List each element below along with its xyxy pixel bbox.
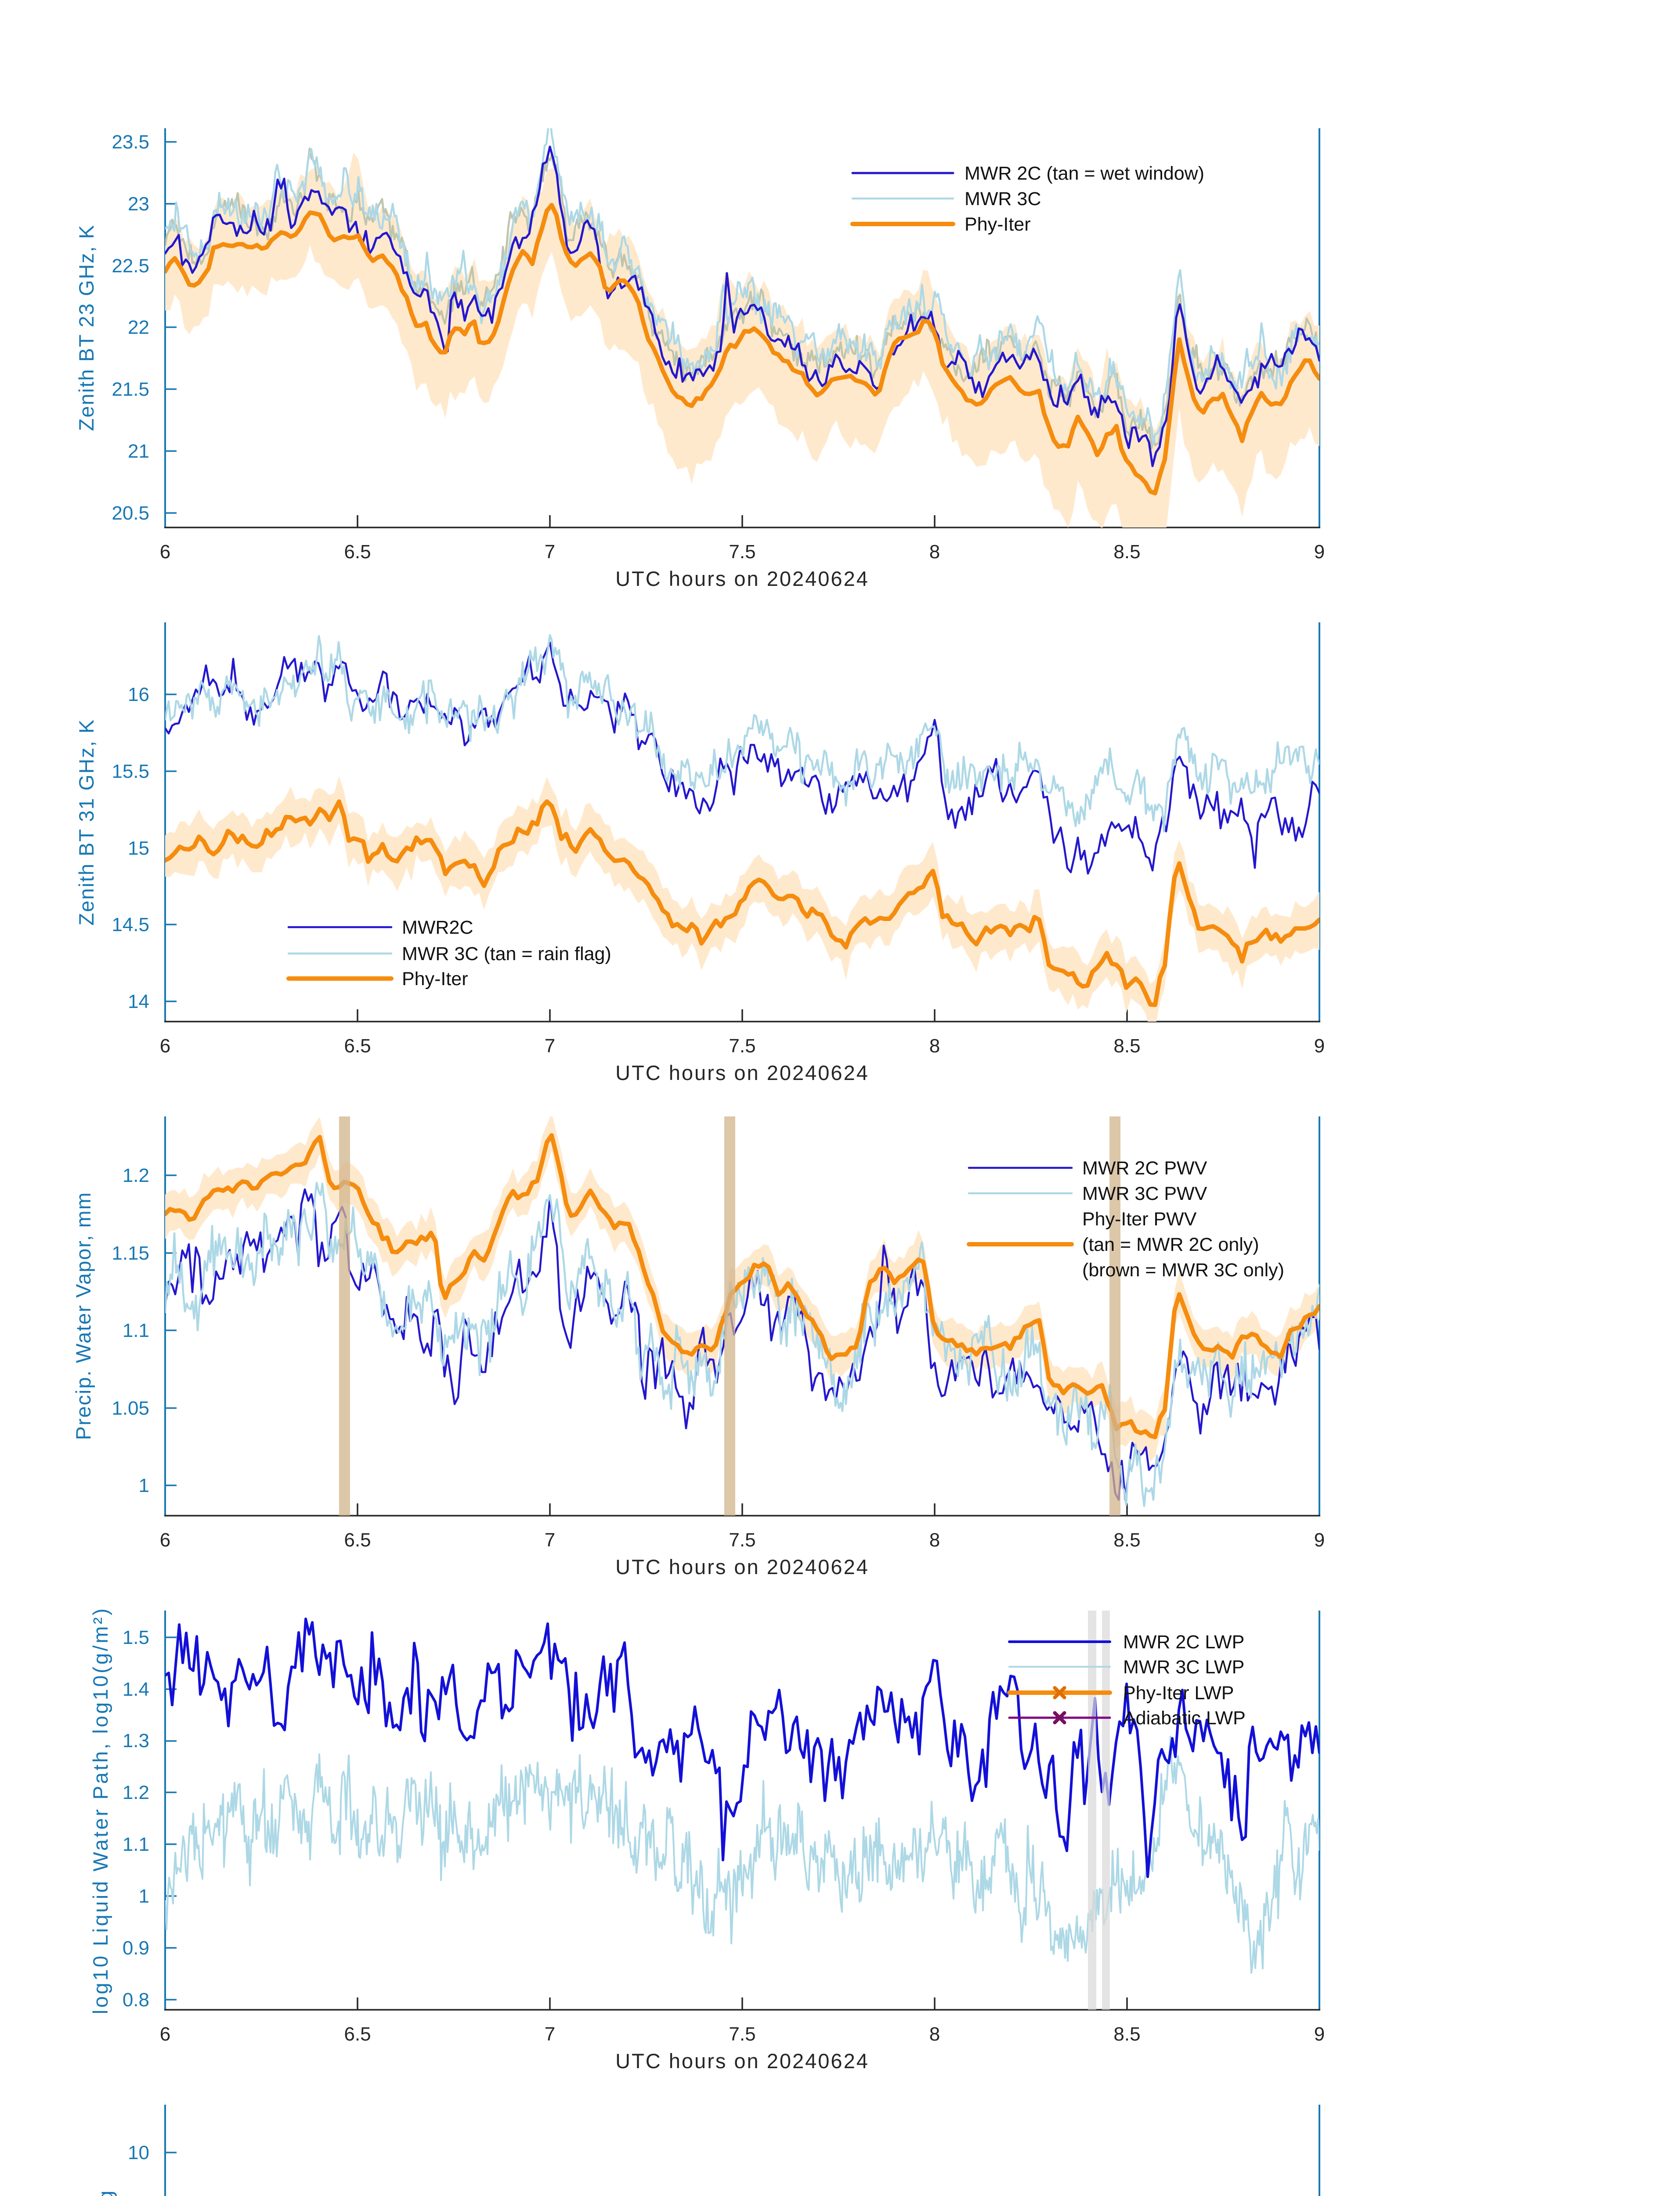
- svg-text:8: 8: [929, 1035, 940, 1057]
- svg-text:MWR 3C PWV: MWR 3C PWV: [1082, 1183, 1207, 1204]
- svg-text:0.9: 0.9: [123, 1937, 149, 1959]
- svg-text:1.05: 1.05: [112, 1398, 149, 1419]
- svg-text:0.8: 0.8: [123, 1989, 149, 2011]
- svg-text:16: 16: [128, 684, 149, 705]
- svg-text:7: 7: [545, 2023, 555, 2045]
- svg-text:23: 23: [128, 193, 149, 215]
- svg-text:9: 9: [1314, 541, 1325, 563]
- svg-text:6: 6: [160, 1035, 170, 1057]
- svg-text:6: 6: [160, 2023, 170, 2045]
- svg-text:7.5: 7.5: [729, 541, 755, 563]
- svg-text:1.4: 1.4: [123, 1679, 149, 1700]
- svg-text:7: 7: [545, 541, 555, 563]
- svg-text:14: 14: [128, 991, 149, 1012]
- svg-text:log10 Liquid Water Path, log10: log10 Liquid Water Path, log10(g/m²): [89, 1607, 112, 2014]
- svg-text:21.5: 21.5: [112, 379, 149, 400]
- svg-text:8: 8: [929, 2023, 940, 2045]
- svg-text:9: 9: [1314, 2023, 1325, 2045]
- svg-text:MWR 3C: MWR 3C: [965, 188, 1041, 209]
- svg-text:22: 22: [128, 317, 149, 338]
- svg-text:6: 6: [160, 541, 170, 563]
- svg-text:MWR2C: MWR2C: [402, 917, 473, 938]
- svg-text:MWR 3C LWP: MWR 3C LWP: [1123, 1657, 1244, 1678]
- svg-text:UTC hours on 20240624: UTC hours on 20240624: [615, 567, 869, 590]
- svg-text:7: 7: [545, 1035, 555, 1057]
- svg-text:MWR 2C PWV: MWR 2C PWV: [1082, 1158, 1207, 1179]
- svg-text:1: 1: [139, 1885, 149, 1907]
- svg-text:15: 15: [128, 838, 149, 859]
- svg-text:Zenith BT 31 GHz, K: Zenith BT 31 GHz, K: [75, 719, 98, 926]
- svg-text:UTC hours on 20240624: UTC hours on 20240624: [615, 1555, 869, 1578]
- svg-text:(brown = MWR 3C only): (brown = MWR 3C only): [1082, 1260, 1284, 1281]
- svg-text:1.2: 1.2: [123, 1165, 149, 1186]
- svg-text:MWR 2C LWP: MWR 2C LWP: [1123, 1632, 1244, 1653]
- svg-text:6.5: 6.5: [344, 1529, 371, 1551]
- svg-text:15.5: 15.5: [112, 761, 149, 782]
- svg-text:UTC hours on 20240624: UTC hours on 20240624: [615, 2049, 869, 2073]
- svg-text:9: 9: [1314, 1529, 1325, 1551]
- svg-text:7.5: 7.5: [729, 1035, 755, 1057]
- svg-text:Phy-Iter PWV: Phy-Iter PWV: [1082, 1209, 1197, 1230]
- svg-text:1.5: 1.5: [123, 1627, 149, 1648]
- svg-text:6: 6: [160, 1529, 170, 1551]
- svg-text:22.5: 22.5: [112, 255, 149, 277]
- svg-text:Phy-Iter: Phy-Iter: [965, 214, 1031, 235]
- svg-text:1.3: 1.3: [123, 1730, 149, 1752]
- svg-text:20.5: 20.5: [112, 502, 149, 524]
- svg-text:UTC hours on 20240624: UTC hours on 20240624: [615, 1061, 869, 1084]
- svg-text:Zenith BT 23 GHz, K: Zenith BT 23 GHz, K: [75, 224, 98, 431]
- svg-text:6.5: 6.5: [344, 2023, 371, 2045]
- svg-text:8: 8: [929, 1529, 940, 1551]
- svg-text:10: 10: [128, 2142, 149, 2163]
- svg-text:7: 7: [545, 1529, 555, 1551]
- svg-text:23.5: 23.5: [112, 131, 149, 153]
- svg-text:MWR 3C (tan = rain flag): MWR 3C (tan = rain flag): [402, 943, 611, 964]
- svg-text:8.5: 8.5: [1113, 2023, 1140, 2045]
- svg-text:8.5: 8.5: [1113, 1035, 1140, 1057]
- svg-text:7.5: 7.5: [729, 2023, 755, 2045]
- svg-text:Phy-Iter: Phy-Iter: [402, 968, 468, 990]
- svg-text:1.2: 1.2: [123, 1782, 149, 1803]
- svg-text:(tan = MWR 2C only): (tan = MWR 2C only): [1082, 1234, 1259, 1255]
- svg-text:8.5: 8.5: [1113, 1529, 1140, 1551]
- svg-text:8: 8: [929, 541, 940, 563]
- svg-text:1.15: 1.15: [112, 1242, 149, 1264]
- svg-text:1.1: 1.1: [123, 1320, 149, 1341]
- svg-text:9: 9: [1314, 1035, 1325, 1057]
- svg-text:6.5: 6.5: [344, 1035, 371, 1057]
- svg-text:Adiabatic LWP: Adiabatic LWP: [1123, 1708, 1246, 1729]
- svg-text:8.5: 8.5: [1113, 541, 1140, 563]
- svg-text:MWR Phy Iter DQ Flag: MWR Phy Iter DQ Flag: [94, 2190, 117, 2196]
- svg-text:14.5: 14.5: [112, 914, 149, 935]
- svg-text:Precip. Water Vapor, mm: Precip. Water Vapor, mm: [72, 1192, 95, 1440]
- svg-text:7.5: 7.5: [729, 1529, 755, 1551]
- svg-text:Phy-Iter LWP: Phy-Iter LWP: [1123, 1683, 1234, 1704]
- svg-text:6.5: 6.5: [344, 541, 371, 563]
- svg-text:1.1: 1.1: [123, 1834, 149, 1855]
- svg-text:1: 1: [139, 1475, 149, 1496]
- svg-text:21: 21: [128, 441, 149, 462]
- svg-text:MWR 2C (tan = wet window): MWR 2C (tan = wet window): [965, 163, 1204, 184]
